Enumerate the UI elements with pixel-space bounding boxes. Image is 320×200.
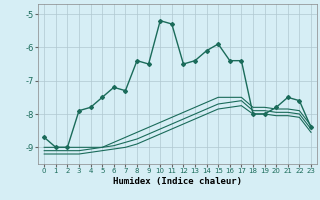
X-axis label: Humidex (Indice chaleur): Humidex (Indice chaleur) bbox=[113, 177, 242, 186]
